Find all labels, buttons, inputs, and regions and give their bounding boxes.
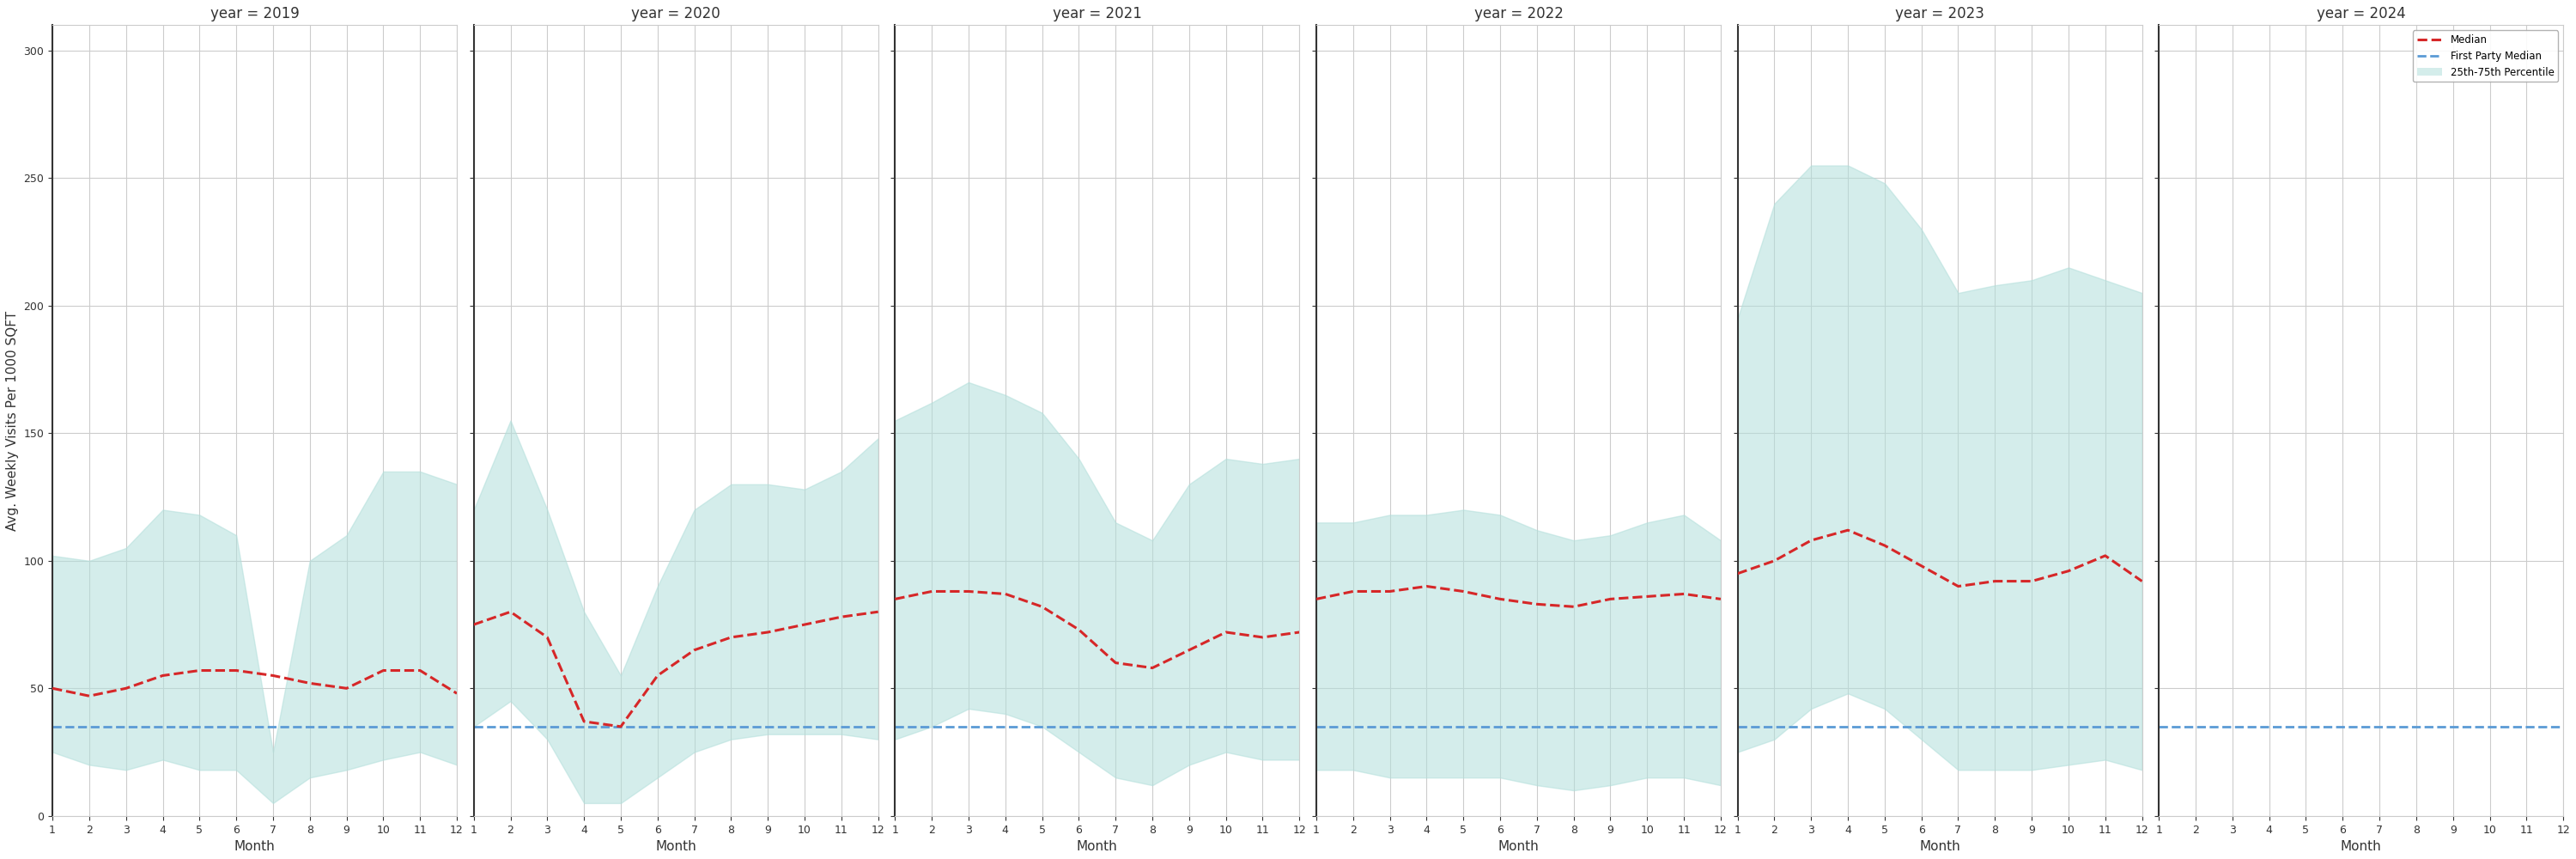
Median (368, 666, 399, 676)
X-axis label: Month: Month (234, 840, 276, 853)
Median (989, 588, 1020, 599)
Median (680, 645, 711, 655)
Median (1283, 627, 1314, 637)
Median (1484, 594, 1515, 604)
Median (1631, 591, 1662, 601)
Median (1870, 540, 1901, 551)
Median (716, 632, 747, 643)
Legend: Median, First Party Median, 25th-75th Percentile: Median, First Party Median, 25th-75th Pe… (2414, 30, 2558, 82)
First Party Median (842, 722, 873, 732)
First Party Median (1685, 722, 1716, 732)
First Party Median (1265, 722, 1296, 732)
Median (2053, 566, 2084, 576)
Median (1136, 663, 1167, 673)
Median (294, 678, 325, 688)
Median (222, 666, 252, 676)
X-axis label: Month: Month (1499, 840, 1538, 853)
X-axis label: Month: Month (1077, 840, 1118, 853)
Title: year = 2022: year = 2022 (1473, 6, 1564, 21)
First Party Median (36, 722, 67, 732)
Median (1759, 556, 1790, 566)
Median (1595, 594, 1625, 604)
Median (332, 683, 363, 693)
Line: Median: Median (894, 591, 1298, 668)
Median (788, 619, 819, 630)
Median (1412, 582, 1443, 592)
Median (1669, 588, 1700, 599)
First Party Median (2143, 722, 2174, 732)
Median (641, 670, 672, 680)
X-axis label: Month: Month (2342, 840, 2383, 853)
Median (440, 688, 471, 698)
Median (111, 683, 142, 693)
X-axis label: Month: Month (1919, 840, 1960, 853)
Median (878, 594, 909, 604)
Median (917, 586, 948, 596)
Median (1064, 624, 1095, 635)
Median (863, 606, 894, 617)
First Party Median (878, 722, 909, 732)
Line: Median: Median (474, 612, 878, 727)
Median (36, 683, 67, 693)
Median (1978, 576, 2009, 587)
Median (1028, 601, 1059, 612)
X-axis label: Month: Month (654, 840, 696, 853)
Median (1301, 594, 1332, 604)
Y-axis label: Avg. Weekly Visits Per 1000 SQFT: Avg. Weekly Visits Per 1000 SQFT (5, 310, 18, 531)
Title: year = 2019: year = 2019 (211, 6, 299, 21)
Median (1337, 586, 1368, 596)
Median (1448, 586, 1479, 596)
First Party Median (459, 722, 489, 732)
Median (147, 670, 178, 680)
Median (75, 691, 106, 701)
Median (531, 632, 562, 643)
Median (459, 619, 489, 630)
Median (1723, 569, 1754, 579)
Median (2089, 551, 2120, 561)
First Party Median (0, 722, 31, 732)
Median (1906, 561, 1937, 571)
Median (1522, 599, 1553, 609)
First Party Median (1301, 722, 1332, 732)
Median (1100, 658, 1131, 668)
Line: Median: Median (1739, 530, 2143, 587)
Line: Median: Median (1316, 587, 1721, 606)
First Party Median (422, 722, 453, 732)
Title: year = 2020: year = 2020 (631, 6, 721, 21)
Median (953, 586, 984, 596)
Median (2017, 576, 2048, 587)
Median (1211, 627, 1242, 637)
Title: year = 2023: year = 2023 (1896, 6, 1984, 21)
Median (1832, 525, 1862, 535)
Median (827, 612, 858, 622)
Median (752, 627, 783, 637)
Title: year = 2021: year = 2021 (1054, 6, 1141, 21)
Median (404, 666, 435, 676)
Median (1705, 594, 1736, 604)
Median (183, 666, 214, 676)
Median (1558, 601, 1589, 612)
Median (1795, 535, 1826, 545)
Median (1247, 632, 1278, 643)
Median (2128, 576, 2159, 587)
Median (495, 606, 526, 617)
Line: Median: Median (52, 671, 456, 696)
Title: year = 2024: year = 2024 (2316, 6, 2406, 21)
Median (1175, 645, 1206, 655)
Median (605, 722, 636, 732)
First Party Median (2107, 722, 2138, 732)
Median (569, 716, 600, 727)
First Party Median (1723, 722, 1754, 732)
Median (1376, 586, 1406, 596)
Median (1942, 582, 1973, 592)
Median (258, 670, 289, 680)
